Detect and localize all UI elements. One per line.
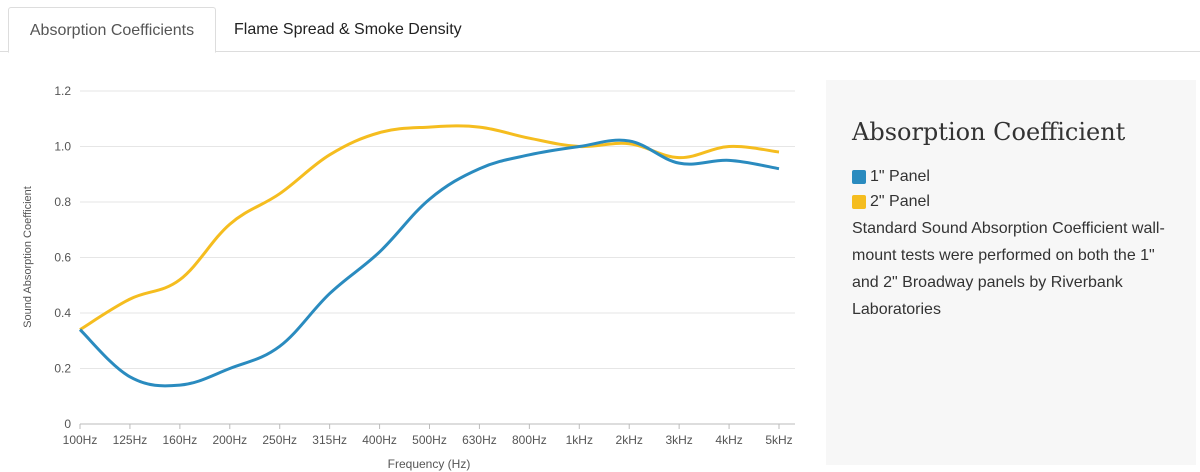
tab-bar: Absorption Coefficients Flame Spread & S…	[0, 0, 1200, 53]
legend-swatch-2-inch	[852, 194, 866, 209]
series-line-2-inch-panel	[79, 124, 780, 331]
x-tick-label: 630Hz	[462, 433, 497, 447]
x-tick-label: 5kHz	[765, 433, 792, 447]
y-tick-label: 0.8	[54, 195, 71, 209]
x-tick-label: 500Hz	[412, 433, 447, 447]
y-tick-label: 1.0	[54, 140, 71, 154]
series-line-1-inch-panel	[78, 138, 780, 388]
x-tick-label: 100Hz	[63, 433, 98, 447]
x-tick-label: 250Hz	[262, 433, 297, 447]
x-tick-label: 3kHz	[665, 433, 692, 447]
y-axis-label: Sound Absorption Coefficient	[22, 186, 34, 328]
y-tick-label: 0.2	[54, 362, 71, 376]
x-tick-label: 2kHz	[616, 433, 643, 447]
info-panel: Absorption Coefficient 1" Panel 2" Panel…	[826, 80, 1196, 465]
info-title: Absorption Coefficient	[852, 118, 1126, 146]
y-tick-label: 1.2	[54, 84, 71, 98]
x-tick-label: 1kHz	[566, 433, 593, 447]
legend-swatch-1-inch	[852, 169, 866, 184]
x-tick-label: 800Hz	[512, 433, 547, 447]
absorption-chart: 0 0.2 0.4 0.6 0.8 1.0 1.2 100Hz 125Hz 160Hz 200Hz…	[0, 70, 810, 472]
legend-item-2-inch-panel: 2" Panel	[852, 189, 1172, 214]
x-tick-label: 315Hz	[312, 433, 347, 447]
x-tick-label: 125Hz	[113, 433, 148, 447]
y-tick-label: 0.6	[54, 251, 71, 265]
legend-label-2-inch: 2" Panel	[870, 193, 930, 210]
tab-flame-spread-smoke-density[interactable]: Flame Spread & Smoke Density	[234, 21, 462, 38]
x-tick-label: 400Hz	[362, 433, 397, 447]
y-tick-label: 0	[64, 417, 71, 431]
x-tick-label: 160Hz	[163, 433, 198, 447]
tab-absorption-coefficients[interactable]: Absorption Coefficients	[8, 7, 216, 53]
y-tick-label: 0.4	[54, 306, 71, 320]
x-tick-label: 200Hz	[212, 433, 247, 447]
x-tick-label: 4kHz	[715, 433, 742, 447]
info-description: Standard Sound Absorption Coefficient wa…	[852, 220, 1165, 318]
legend-label-1-inch: 1" Panel	[870, 168, 930, 185]
chart-svg: 0 0.2 0.4 0.6 0.8 1.0 1.2 100Hz 125Hz 160Hz 200Hz…	[22, 84, 795, 471]
legend-item-1-inch-panel: 1" Panel	[852, 164, 1172, 189]
x-axis-label: Frequency (Hz)	[388, 457, 471, 471]
